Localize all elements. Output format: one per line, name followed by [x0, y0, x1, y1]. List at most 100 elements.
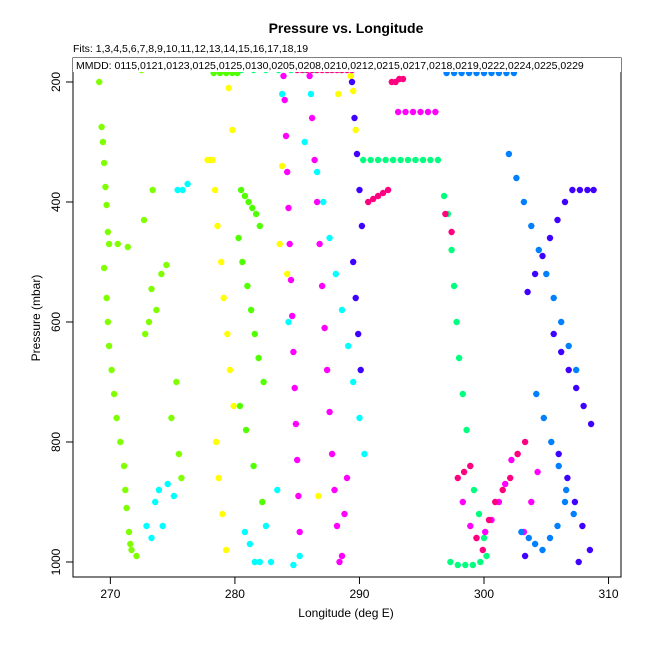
- data-point-s4-11: [246, 540, 254, 548]
- data-point-s8-21: [565, 366, 572, 374]
- data-point-s5-19: [318, 282, 326, 290]
- data-point-s0-8: [105, 240, 113, 248]
- data-point-s5-10: [292, 420, 300, 428]
- data-point-s0-17: [120, 462, 128, 470]
- data-point-s2-5: [218, 258, 225, 266]
- data-point-s4-0: [143, 522, 150, 530]
- data-point-s3-10: [367, 156, 374, 164]
- data-point-s8-18: [590, 186, 597, 194]
- data-point-s6-33: [521, 438, 529, 446]
- x-tick-label-270: 270: [100, 587, 120, 601]
- data-point-s5-13: [296, 528, 303, 536]
- data-point-s1-25: [250, 462, 257, 470]
- data-point-s0-12: [105, 342, 113, 350]
- data-point-s7-29: [539, 546, 546, 554]
- data-point-s2-20: [335, 90, 342, 98]
- data-point-s0-3: [99, 138, 107, 146]
- data-point-s2-2: [209, 156, 216, 164]
- data-point-s0-31: [163, 261, 170, 269]
- legend-mmdd: MMDD: 0115,0121,0123,0125,0125,0130,0205…: [76, 60, 584, 72]
- data-point-s2-18: [284, 270, 291, 278]
- data-point-s2-13: [223, 546, 230, 554]
- data-point-s3-26: [459, 390, 466, 398]
- data-point-s4-22: [307, 90, 315, 98]
- data-point-s0-10: [103, 294, 110, 302]
- data-point-s0-39: [149, 186, 156, 194]
- data-point-s6-15: [379, 189, 387, 197]
- data-point-s7-23: [555, 462, 562, 470]
- data-point-s2-10: [213, 438, 220, 446]
- data-point-s7-32: [561, 498, 569, 506]
- data-point-s7-13: [528, 222, 535, 230]
- y-tick-label-600: 600: [49, 312, 63, 332]
- data-point-s7-17: [558, 318, 565, 326]
- data-point-s0-35: [178, 474, 185, 482]
- data-point-s5-5: [286, 240, 293, 248]
- data-point-s3-9: [360, 156, 367, 164]
- x-tick-label-290: 290: [349, 587, 369, 601]
- data-point-s1-14: [252, 210, 260, 218]
- data-point-s3-37: [483, 552, 490, 560]
- data-point-s4-29: [350, 378, 357, 386]
- data-point-s4-15: [267, 558, 275, 566]
- data-point-s1-19: [247, 306, 255, 314]
- data-point-s6-25: [467, 462, 474, 470]
- data-point-s5-21: [323, 366, 331, 374]
- data-point-s2-21: [347, 72, 354, 80]
- data-point-s4-10: [241, 528, 249, 536]
- data-point-s4-23: [313, 168, 321, 176]
- data-point-s5-26: [336, 558, 343, 566]
- data-point-s5-39: [482, 528, 489, 536]
- x-tick-label-300: 300: [474, 587, 494, 601]
- data-point-s3-32: [447, 558, 454, 566]
- data-point-s4-19: [290, 561, 297, 569]
- data-point-s6-24: [460, 468, 468, 476]
- data-point-s5-35: [432, 108, 439, 116]
- data-point-s6-16: [384, 186, 392, 194]
- data-point-s5-7: [289, 312, 296, 320]
- x-tick-label-280: 280: [225, 587, 245, 601]
- data-point-s2-12: [219, 510, 226, 518]
- data-point-s7-12: [520, 198, 528, 206]
- data-point-s4-18: [285, 318, 292, 326]
- data-point-s3-33: [454, 561, 461, 569]
- data-point-s4-3: [155, 486, 163, 494]
- data-point-s6-20: [399, 75, 407, 83]
- data-point-s0-15: [113, 414, 120, 422]
- data-point-s3-16: [412, 156, 419, 164]
- data-point-s3-35: [469, 561, 476, 569]
- y-tick-label-400: 400: [49, 192, 63, 212]
- data-point-s5-37: [467, 522, 474, 530]
- data-point-s5-31: [402, 108, 409, 116]
- data-point-s5-33: [417, 108, 424, 116]
- data-point-s6-30: [499, 486, 506, 494]
- data-point-s6-13: [370, 195, 377, 203]
- data-point-s1-16: [235, 234, 242, 242]
- data-point-s8-17: [584, 186, 591, 194]
- data-point-s0-7: [104, 228, 112, 236]
- data-point-s5-16: [311, 156, 318, 164]
- data-point-s8-2: [353, 150, 361, 158]
- data-point-s8-15: [569, 186, 576, 194]
- data-point-s1-18: [244, 282, 251, 290]
- data-point-s8-6: [352, 294, 359, 302]
- data-point-s2-11: [215, 474, 222, 482]
- x-axis-label: Longitude (deg E): [298, 606, 393, 620]
- y-axis-label: Pressure (mbar): [29, 275, 43, 362]
- data-point-s8-19: [550, 330, 557, 338]
- data-point-s5-12: [295, 492, 302, 500]
- data-point-s0-37: [124, 243, 131, 251]
- data-point-s0-2: [98, 123, 105, 131]
- data-point-s3-19: [434, 156, 442, 164]
- data-point-s5-18: [316, 240, 323, 248]
- data-point-s7-25: [570, 510, 577, 518]
- data-point-s0-9: [100, 264, 108, 272]
- data-point-s8-10: [531, 270, 539, 278]
- data-point-s5-17: [313, 198, 321, 206]
- data-point-s5-47: [534, 468, 541, 476]
- data-point-s8-12: [546, 234, 554, 242]
- data-point-s8-20: [558, 348, 565, 356]
- data-point-s1-11: [241, 192, 249, 200]
- data-point-s8-9: [524, 288, 531, 296]
- data-point-s8-26: [564, 474, 571, 482]
